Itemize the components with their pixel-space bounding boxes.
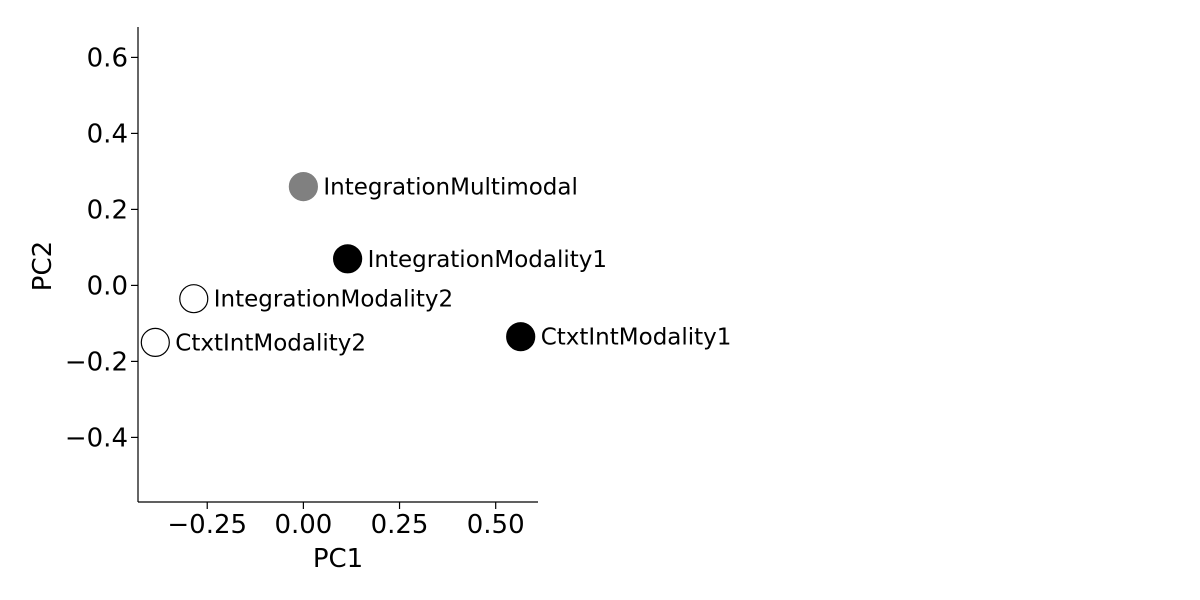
x-tick-label: 0.25 <box>371 510 429 540</box>
y-tick-label: −0.2 <box>65 347 128 377</box>
data-point <box>333 244 363 274</box>
x-axis-label: PC1 <box>313 544 363 574</box>
point-label: IntegrationModality2 <box>214 287 453 313</box>
x-tick-label: −0.25 <box>167 510 247 540</box>
axes <box>137 27 538 503</box>
y-tick-label: 0.4 <box>87 119 128 149</box>
point-label: IntegrationMultimodal <box>323 175 578 201</box>
point-label: CtxtIntModality2 <box>175 330 366 356</box>
y-tick-label: 0.2 <box>87 195 128 225</box>
point-label: CtxtIntModality1 <box>541 325 732 351</box>
data-point <box>506 322 536 352</box>
data-point <box>179 284 209 314</box>
y-tick-label: 0.6 <box>87 43 128 73</box>
x-tick-label: 0.00 <box>274 510 332 540</box>
data-point <box>140 327 170 357</box>
data-points: IntegrationMultimodal IntegrationModality… <box>140 172 732 357</box>
y-tick-label: 0.0 <box>87 271 128 301</box>
y-tick-label: −0.4 <box>65 423 128 453</box>
x-tick-label: 0.50 <box>467 510 525 540</box>
y-axis-label: PC2 <box>28 241 58 291</box>
data-point <box>288 172 318 202</box>
point-label: IntegrationModality1 <box>368 247 607 273</box>
x-ticks: −0.25 0.00 0.25 0.50 <box>167 502 525 540</box>
y-ticks: 0.6 0.4 0.2 0.0 −0.2 −0.4 <box>65 43 138 453</box>
